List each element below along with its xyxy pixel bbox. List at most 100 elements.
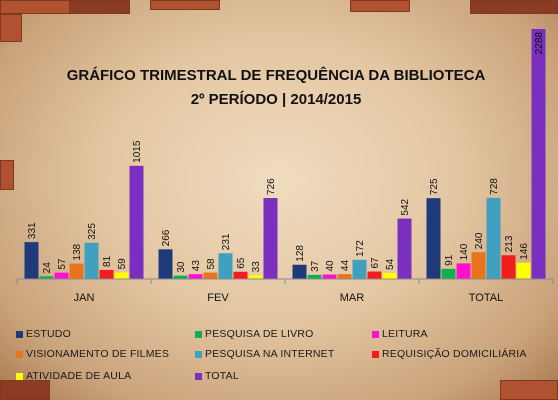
data-label: 240 <box>474 232 485 249</box>
brick-decoration <box>70 0 130 14</box>
bar-fev-2 <box>188 274 203 279</box>
bar-mar-7 <box>397 218 412 279</box>
legend-label: PESQUISA NA INTERNET <box>205 348 335 360</box>
bar-fev-3 <box>203 272 218 279</box>
bar-fev-0 <box>158 249 173 279</box>
bar-jan-0 <box>24 242 39 279</box>
data-label: 43 <box>191 260 202 272</box>
legend-item: LEITURA <box>372 328 428 340</box>
data-label: 542 <box>400 198 411 215</box>
legend-swatch <box>16 350 23 358</box>
bar-fev-6 <box>248 275 263 279</box>
bar-total-5 <box>501 255 516 279</box>
data-label: 331 <box>27 222 38 239</box>
data-label: 172 <box>355 240 366 257</box>
legend-item: PESQUISA DE LIVRO <box>195 328 313 340</box>
bar-fev-4 <box>218 253 233 279</box>
data-label: 24 <box>42 262 53 274</box>
brick-decoration <box>0 0 70 14</box>
legend-swatch <box>16 372 23 380</box>
chart-legend: ESTUDO PESQUISA DE LIVRO LEITURA VISIONAMEN… <box>0 318 558 398</box>
data-label: 728 <box>489 178 500 195</box>
data-label: 65 <box>236 257 247 269</box>
bar-mar-1 <box>307 274 322 279</box>
bar-mar-2 <box>322 274 337 279</box>
chart-title: GRÁFICO TRIMESTRAL DE FREQUÊNCIA DA BIBL… <box>67 66 486 84</box>
bar-mar-3 <box>337 274 352 279</box>
data-label: 140 <box>459 243 470 260</box>
bar-fev-1 <box>173 275 188 279</box>
bar-jan-5 <box>99 269 114 279</box>
data-label: 59 <box>117 258 128 270</box>
legend-label: ATIVIDADE DE AULA <box>26 370 132 382</box>
legend-swatch <box>16 330 23 338</box>
bar-total-4 <box>486 197 501 279</box>
bar-total-7 <box>531 29 546 279</box>
legend-swatch <box>372 350 379 358</box>
brick-decoration <box>0 14 22 42</box>
legend-item: TOTAL <box>195 370 239 382</box>
brick-decoration <box>0 160 14 190</box>
bar-total-2 <box>456 263 471 279</box>
data-label: 54 <box>385 258 396 270</box>
legend-label: LEITURA <box>382 328 428 340</box>
data-label: 44 <box>340 260 351 272</box>
legend-label: REQUISIÇÃO DOMICILIÁRIA <box>382 348 527 360</box>
data-label: 37 <box>310 260 321 272</box>
data-label: 2288 <box>534 32 545 55</box>
bar-total-1 <box>441 268 456 279</box>
legend-swatch <box>195 350 202 358</box>
data-label: 81 <box>102 255 113 267</box>
data-label: 128 <box>295 245 306 262</box>
bar-fev-7 <box>263 198 278 279</box>
legend-swatch <box>372 330 379 338</box>
legend-swatch <box>195 372 202 380</box>
bar-chart: GRÁFICO TRIMESTRAL DE FREQUÊNCIA DA BIBL… <box>16 29 554 304</box>
data-label: 67 <box>370 257 381 269</box>
data-label: 213 <box>504 235 515 252</box>
bar-jan-2 <box>54 272 69 279</box>
data-label: 30 <box>176 261 187 273</box>
bar-total-6 <box>516 262 531 279</box>
data-label: 231 <box>221 233 232 250</box>
legend-swatch <box>195 330 202 338</box>
legend-item: PESQUISA NA INTERNET <box>195 348 334 360</box>
bar-fev-5 <box>233 271 248 279</box>
chart-subtitle: 2º PERÍODO | 2014/2015 <box>191 91 362 108</box>
bar-mar-5 <box>367 271 382 279</box>
legend-item: ATIVIDADE DE AULA <box>16 370 131 382</box>
legend-item: ESTUDO <box>16 328 71 340</box>
data-label: 146 <box>519 243 530 260</box>
data-label: 91 <box>444 254 455 266</box>
bar-mar-6 <box>382 272 397 279</box>
data-label: 40 <box>325 260 336 272</box>
data-label: 1015 <box>132 140 143 163</box>
legend-item: REQUISIÇÃO DOMICILIÁRIA <box>372 348 527 360</box>
legend-label: PESQUISA DE LIVRO <box>205 328 314 340</box>
bar-total-0 <box>426 198 441 279</box>
bar-mar-0 <box>292 264 307 279</box>
data-label: 725 <box>429 178 440 195</box>
brick-decoration <box>350 0 410 12</box>
data-label: 138 <box>72 243 83 260</box>
bar-total-3 <box>471 252 486 279</box>
legend-item: VISIONAMENTO DE FILMES <box>16 348 169 360</box>
legend-label: ESTUDO <box>26 328 71 340</box>
data-label: 726 <box>266 178 277 195</box>
brick-decoration <box>150 0 220 10</box>
bar-jan-3 <box>69 263 84 279</box>
data-label: 58 <box>206 258 217 270</box>
x-tick-label: FEV <box>207 292 229 304</box>
bar-jan-4 <box>84 242 99 279</box>
data-label: 57 <box>57 258 68 270</box>
x-tick-label: TOTAL <box>469 292 503 304</box>
data-label: 266 <box>161 229 172 246</box>
data-label: 33 <box>251 261 262 273</box>
bar-jan-1 <box>39 276 54 279</box>
bar-jan-6 <box>114 272 129 279</box>
bar-jan-7 <box>129 165 144 279</box>
x-tick-label: MAR <box>340 292 365 304</box>
legend-label: TOTAL <box>205 370 239 382</box>
data-label: 325 <box>87 223 98 240</box>
